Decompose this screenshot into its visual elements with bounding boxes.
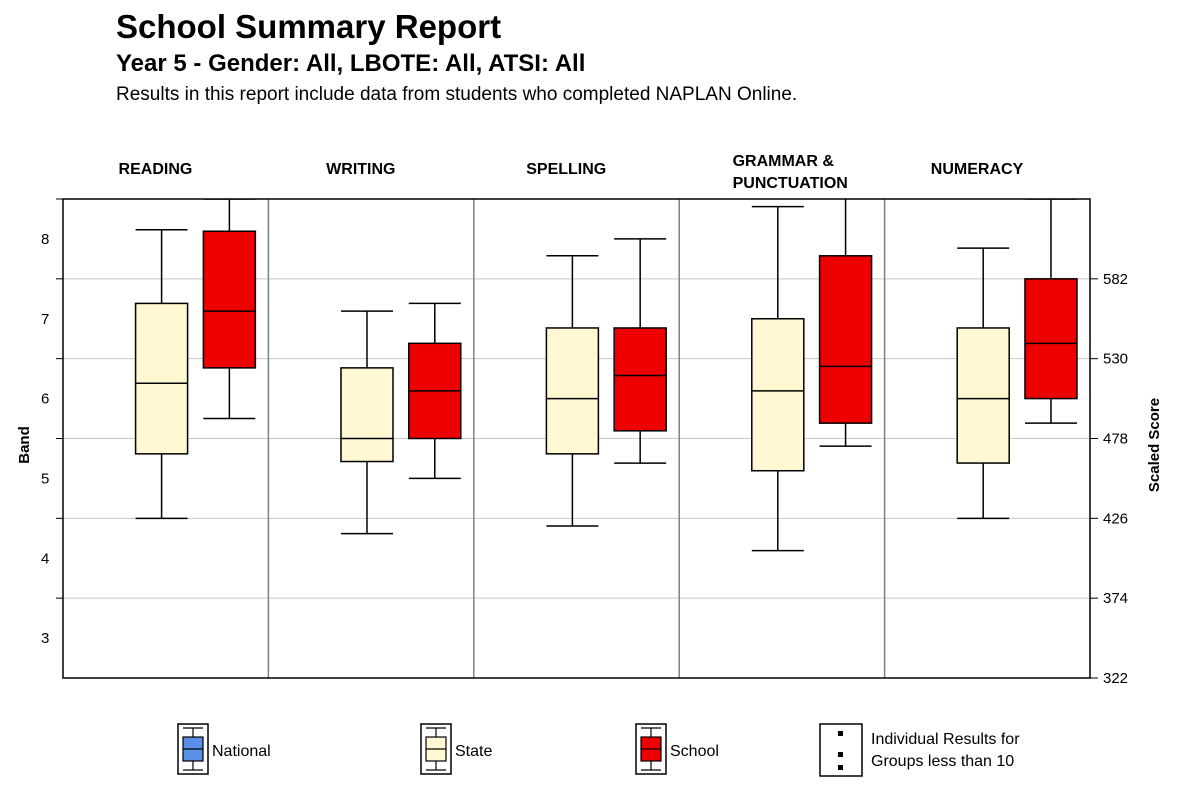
state-box xyxy=(134,302,189,455)
category-label: PUNCTUATION xyxy=(733,175,848,192)
y-axis-label-band: Band xyxy=(16,426,33,464)
y-axis-label-scaled-score: Scaled Score xyxy=(1146,398,1163,492)
legend-label-national: National xyxy=(212,743,271,760)
legend-individual-dot xyxy=(838,752,843,757)
legend-label-individual: Individual Results for xyxy=(871,731,1020,748)
category-boxes xyxy=(545,238,667,527)
category-label: SPELLING xyxy=(526,161,606,178)
legend-label-individual: Groups less than 10 xyxy=(871,753,1014,770)
category-boxes xyxy=(751,199,873,552)
state-box xyxy=(751,318,805,472)
score-tick-label: 426 xyxy=(1103,510,1128,527)
score-tick-label: 374 xyxy=(1103,590,1128,607)
band-tick-label: 8 xyxy=(41,231,49,248)
legend-label-state: State xyxy=(455,743,492,760)
school-box xyxy=(202,230,257,369)
category-label: GRAMMAR & xyxy=(733,153,835,170)
school-box xyxy=(613,327,667,432)
state-box xyxy=(956,327,1010,464)
band-tick-label: 4 xyxy=(41,550,49,567)
report-title: School Summary Report xyxy=(116,8,502,45)
band-tick-label: 5 xyxy=(41,470,49,487)
category-label: NUMERACY xyxy=(931,161,1024,178)
score-tick-label: 322 xyxy=(1103,670,1128,687)
band-tick-label: 6 xyxy=(41,391,49,408)
category-boxes xyxy=(956,199,1078,520)
report-note: Results in this report include data from… xyxy=(116,84,798,105)
band-tick-label: 3 xyxy=(41,630,49,647)
category-boxes xyxy=(134,199,257,520)
state-box xyxy=(545,327,600,455)
score-tick-label: 478 xyxy=(1103,431,1128,448)
legend-individual-dot xyxy=(838,731,843,736)
school-box xyxy=(818,255,873,424)
report-subtitle: Year 5 - Gender: All, LBOTE: All, ATSI: … xyxy=(116,50,586,77)
legend-label-school: School xyxy=(670,743,719,760)
band-tick-label: 7 xyxy=(41,311,49,328)
school-box xyxy=(1024,278,1078,400)
score-tick-label: 582 xyxy=(1103,271,1128,288)
category-label: WRITING xyxy=(326,161,395,178)
state-box xyxy=(340,367,394,463)
category-boxes xyxy=(340,302,462,535)
category-label: READING xyxy=(119,161,193,178)
score-tick-label: 530 xyxy=(1103,351,1128,368)
legend-individual-dot xyxy=(838,765,843,770)
